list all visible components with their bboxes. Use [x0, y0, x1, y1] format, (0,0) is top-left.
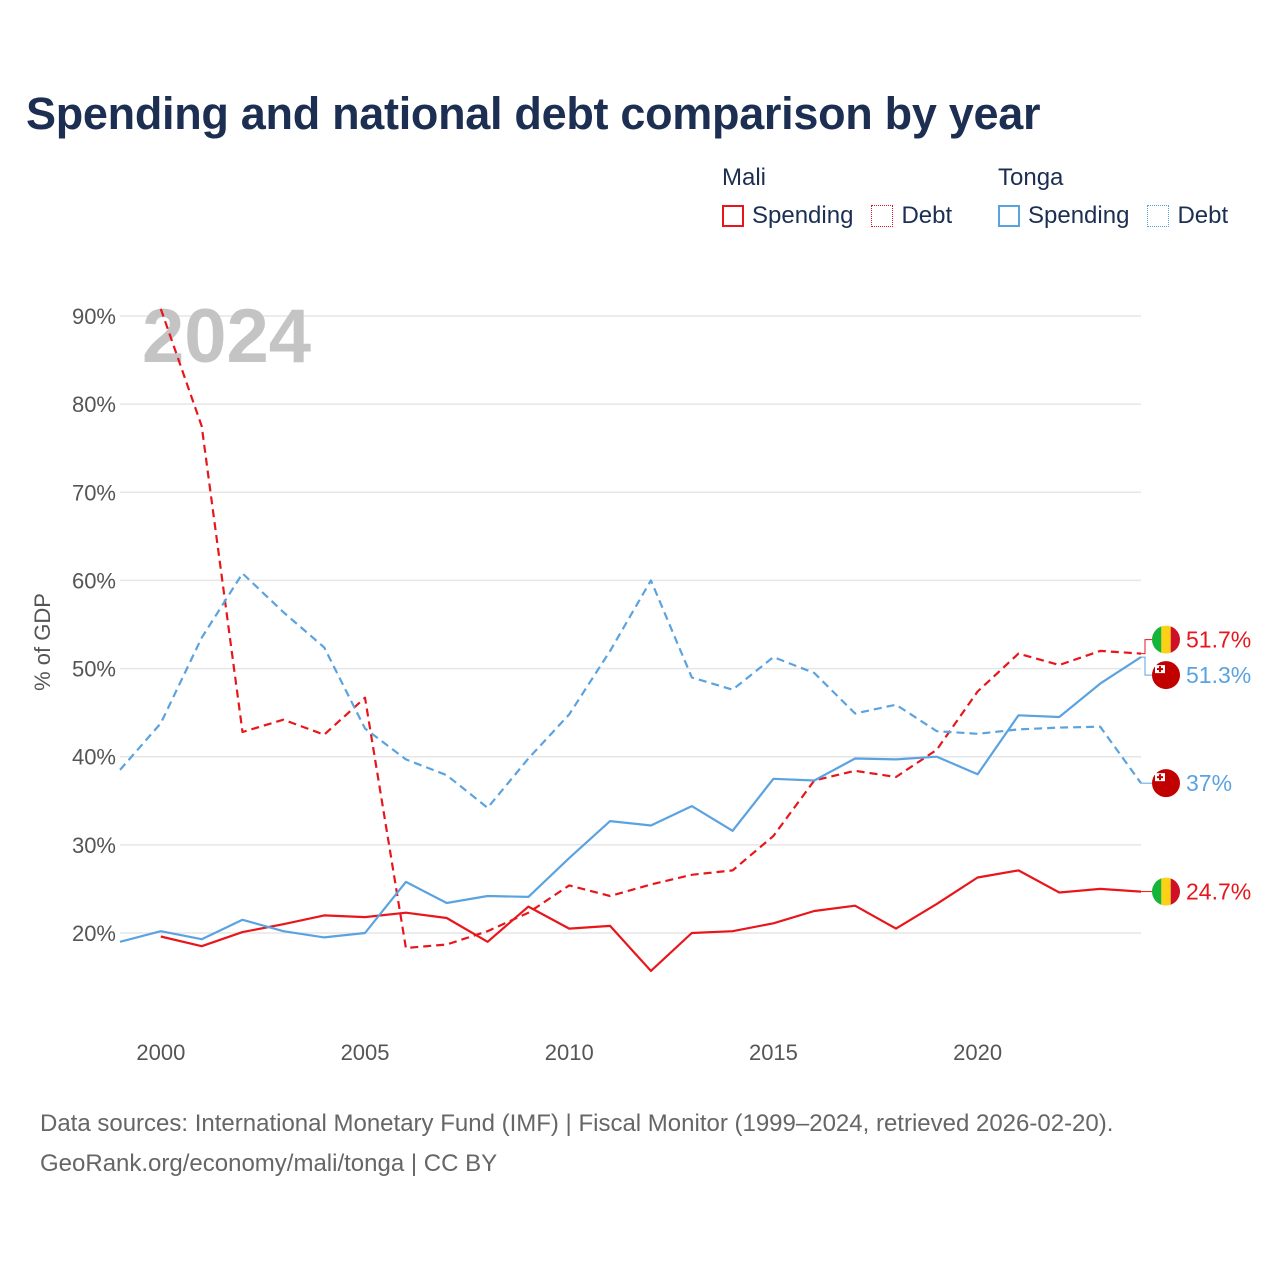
x-tick-label: 2015: [749, 1040, 798, 1065]
legend-label: Spending: [1028, 202, 1130, 229]
mali-flag-icon: [1152, 877, 1180, 906]
legend-label: Debt: [1177, 202, 1229, 229]
y-tick-label: 70%: [72, 480, 116, 505]
grid: [120, 315, 1141, 934]
end-value-label: 51.3%: [1186, 662, 1251, 688]
legend-item-tonga-spending[interactable]: Spending: [998, 202, 1129, 230]
series: [119, 308, 1142, 973]
legend-swatch-solid-icon: [722, 205, 744, 227]
mali-flag-icon: [1152, 625, 1180, 654]
series-line-mali-debt[interactable]: [159, 308, 1142, 950]
series-line-mali-spending[interactable]: [160, 869, 1142, 973]
tonga-flag-icon: [1152, 661, 1180, 690]
source-note: Data sources: International Monetary Fun…: [40, 1104, 1113, 1184]
legend-item-mali-debt[interactable]: Debt: [871, 202, 952, 230]
end-labels: 24.7% 51.7% 51.3% 37%: [1141, 625, 1251, 906]
x-axis: 2000 2005 2010 2015 2020: [136, 1040, 1002, 1065]
label-connector: [1141, 639, 1152, 655]
y-axis: 20% 30% 40% 50% 60% 70% 80% 90%: [72, 304, 116, 946]
y-tick-label: 40%: [72, 745, 116, 770]
y-tick-label: 90%: [72, 304, 116, 329]
legend-item-tonga-debt[interactable]: Debt: [1147, 202, 1228, 230]
x-tick-label: 2010: [545, 1040, 594, 1065]
legend-label: Debt: [901, 202, 953, 229]
y-tick-label: 80%: [72, 392, 116, 417]
end-value-label: 51.7%: [1186, 627, 1251, 653]
legend-group-tonga: Tonga Spending Debt: [998, 160, 1228, 230]
watermark-year: 2024: [142, 294, 311, 379]
x-tick-label: 2005: [341, 1040, 390, 1065]
end-value-label: 37%: [1186, 770, 1232, 796]
x-tick-label: 2000: [136, 1040, 185, 1065]
x-tick-label: 2020: [953, 1040, 1002, 1065]
legend-swatch-solid-icon: [998, 205, 1020, 227]
legend-country-tonga: Tonga: [998, 164, 1064, 191]
legend-country-mali: Mali: [722, 164, 767, 191]
series-line-tonga-spending[interactable]: [119, 656, 1142, 943]
y-tick-label: 50%: [72, 657, 116, 682]
tonga-flag-icon: [1152, 769, 1180, 798]
chart-title: Spending and national debt comparison by…: [26, 88, 1041, 139]
y-tick-label: 60%: [72, 568, 116, 593]
legend-group-mali: Mali Spending Debt: [722, 160, 952, 230]
legend-swatch-dotted-icon: [1147, 205, 1170, 227]
legend-label: Spending: [752, 202, 854, 229]
legend-swatch-dotted-icon: [871, 205, 894, 227]
source-line-2[interactable]: GeoRank.org/economy/mali/tonga | CC BY: [40, 1150, 498, 1177]
legend-item-mali-spending[interactable]: Spending: [722, 202, 853, 230]
series-line-tonga-debt[interactable]: [119, 572, 1142, 809]
source-line-1: Data sources: International Monetary Fun…: [40, 1110, 1114, 1137]
y-axis-label: % of GDP: [30, 593, 55, 691]
y-tick-label: 30%: [72, 833, 116, 858]
end-value-label: 24.7%: [1186, 879, 1251, 905]
y-tick-label: 20%: [72, 921, 116, 946]
label-connector: [1141, 656, 1152, 676]
